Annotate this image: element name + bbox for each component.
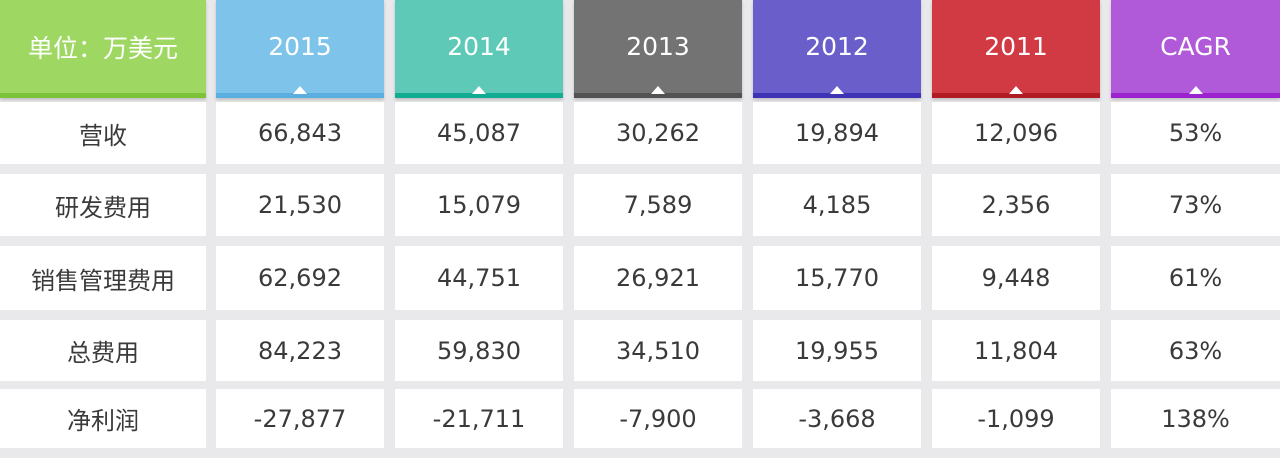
table-cell: 19,955	[753, 320, 921, 381]
table-cell: 7,589	[574, 174, 742, 236]
table-cell-text: 53%	[1168, 119, 1223, 147]
table-cell: 15,770	[753, 246, 921, 310]
table-cell: -27,877	[216, 389, 384, 448]
column-header-2013: 2013	[574, 0, 742, 98]
table-cell: 30,262	[574, 102, 742, 164]
table-cell: 11,804	[932, 320, 1100, 381]
column-header-2012-text: 2012	[805, 32, 869, 61]
table-cell-text: 11,804	[974, 336, 1058, 365]
column-header-2011: 2011	[932, 0, 1100, 98]
table-cell-text: 138%	[1161, 404, 1230, 433]
table-cell: 26,921	[574, 246, 742, 310]
column-header-2011-text: 2011	[984, 32, 1048, 61]
table-cell: 62,692	[216, 246, 384, 310]
table-cell: 15,079	[395, 174, 563, 236]
table-cell: 34,510	[574, 320, 742, 381]
table-cell: 59,830	[395, 320, 563, 381]
unit-header-text: 单位：万美元	[27, 33, 178, 63]
table-cell-text: 15,079	[437, 191, 521, 219]
table-cell: 84,223	[216, 320, 384, 381]
column-header-2012: 2012	[753, 0, 921, 98]
table-cell: 66,843	[216, 102, 384, 164]
table-cell-text: 59,830	[437, 336, 521, 365]
row-label-text: 净利润	[67, 407, 139, 435]
column-header-2015: 2015	[216, 0, 384, 98]
header-pointer-icon	[1009, 86, 1023, 94]
table-cell-text: 7,589	[623, 191, 693, 219]
table-cell-text: 30,262	[616, 119, 700, 147]
table-cell: 73%	[1111, 174, 1280, 236]
table-cell-text: -3,668	[798, 404, 876, 433]
column-header-cagr-text: CAGR	[1160, 32, 1231, 61]
row-label-text: 营收	[79, 121, 127, 150]
table-cell-text: 21,530	[258, 191, 342, 219]
table-cell: 12,096	[932, 102, 1100, 164]
column-header-2015-text: 2015	[268, 32, 332, 61]
table-cell-text: 84,223	[258, 336, 342, 365]
table-cell-text: 73%	[1168, 191, 1223, 219]
table-cell-text: 44,751	[437, 264, 521, 292]
table-cell-text: 26,921	[616, 264, 700, 292]
table-cell-text: 9,448	[981, 264, 1051, 292]
table-cell-text: 45,087	[437, 119, 521, 147]
row-label-text: 研发费用	[55, 193, 151, 222]
table-cell-text: 15,770	[795, 264, 879, 292]
row-label: 净利润	[0, 389, 206, 448]
unit-header: 单位：万美元	[0, 0, 206, 98]
table-cell: 138%	[1111, 389, 1280, 448]
table-cell: 45,087	[395, 102, 563, 164]
table-cell: 19,894	[753, 102, 921, 164]
table-cell-text: 61%	[1168, 264, 1223, 292]
column-header-2013-text: 2013	[626, 32, 690, 61]
table-cell: 4,185	[753, 174, 921, 236]
table-cell-text: 12,096	[974, 119, 1058, 147]
table-cell-text: 63%	[1168, 336, 1223, 365]
table-cell: -3,668	[753, 389, 921, 448]
column-header-2014-text: 2014	[447, 32, 511, 61]
header-pointer-icon	[472, 86, 486, 94]
table-cell: 63%	[1111, 320, 1280, 381]
table-cell: 44,751	[395, 246, 563, 310]
table-cell: -7,900	[574, 389, 742, 448]
table-cell: 9,448	[932, 246, 1100, 310]
table-cell-text: 62,692	[258, 264, 342, 292]
row-label-text: 销售管理费用	[31, 266, 175, 295]
table-cell-text: 19,894	[795, 119, 879, 147]
table-cell: 53%	[1111, 102, 1280, 164]
table-cell-text: 66,843	[258, 119, 342, 147]
table-cell-text: 4,185	[802, 191, 872, 219]
row-label: 总费用	[0, 320, 206, 381]
header-pointer-icon	[830, 86, 844, 94]
table-cell-text: -1,099	[977, 404, 1055, 433]
table-cell-text: -27,877	[253, 404, 347, 433]
row-label: 研发费用	[0, 174, 206, 236]
table-cell: 21,530	[216, 174, 384, 236]
header-pointer-icon	[1188, 86, 1203, 94]
column-header-cagr: CAGR	[1111, 0, 1280, 98]
header-pointer-icon	[293, 86, 307, 94]
header-pointer-icon	[651, 86, 665, 94]
row-label-text: 总费用	[67, 339, 139, 367]
table-cell-text: 2,356	[981, 191, 1051, 219]
row-label: 营收	[0, 102, 206, 164]
table-cell: 2,356	[932, 174, 1100, 236]
table-cell-text: 19,955	[795, 336, 879, 365]
table-cell-text: 34,510	[616, 336, 700, 365]
table-cell: 61%	[1111, 246, 1280, 310]
table-cell-text: -7,900	[619, 404, 697, 433]
table-cell: -21,711	[395, 389, 563, 448]
table-cell: -1,099	[932, 389, 1100, 448]
table-cell-text: -21,711	[432, 404, 526, 433]
row-label: 销售管理费用	[0, 246, 206, 310]
column-header-2014: 2014	[395, 0, 563, 98]
